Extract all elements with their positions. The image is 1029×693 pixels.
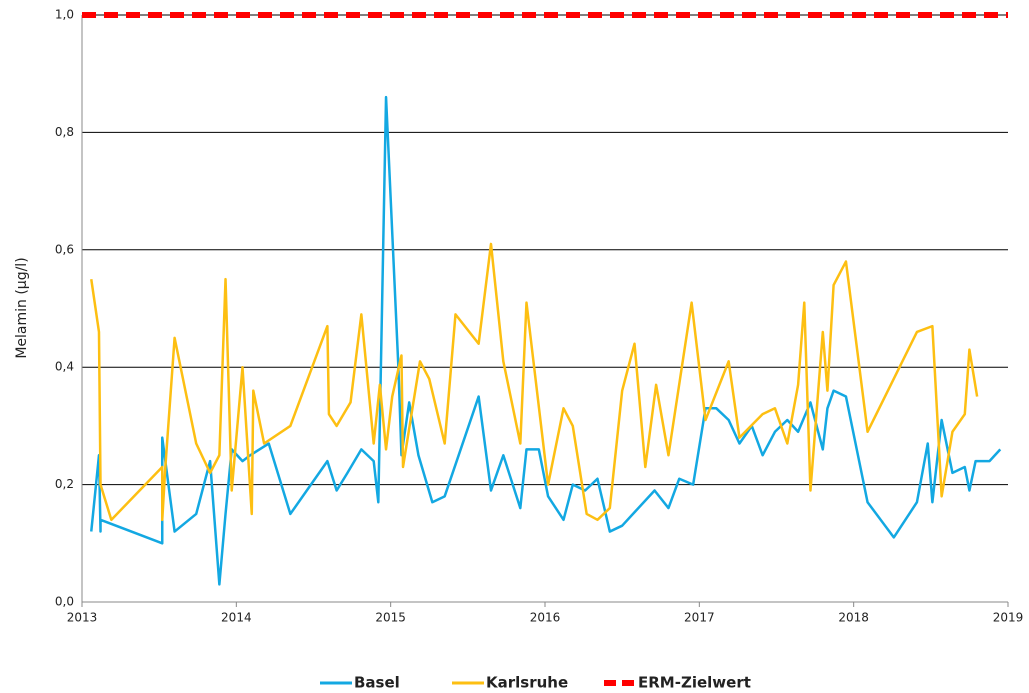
series-line [90,242,979,522]
y-tick-label: 1,0 [55,8,74,22]
x-tick-label: 2019 [993,611,1024,625]
y-tick-label: 0,0 [55,595,74,609]
y-tick-label: 0,2 [55,477,74,491]
legend-label: Basel [354,674,400,692]
y-tick-label: 0,4 [55,360,74,374]
x-tick-label: 2018 [838,611,869,625]
legend-label: ERM-Zielwert [638,674,751,692]
x-tick-label: 2014 [221,611,252,625]
x-tick-label: 2016 [530,611,561,625]
x-tick-label: 2015 [375,611,406,625]
legend: Basel Karlsruhe ERM-Zielwert [320,674,751,692]
x-tick-label: 2013 [67,611,98,625]
legend-label: Karlsruhe [486,674,568,692]
y-axis-label: Melamin (µg/l) [14,257,30,358]
y-tick-label: 0,8 [55,125,74,139]
x-tick-label: 2017 [684,611,715,625]
series-line [90,95,1002,586]
y-tick-label: 0,6 [55,242,74,256]
